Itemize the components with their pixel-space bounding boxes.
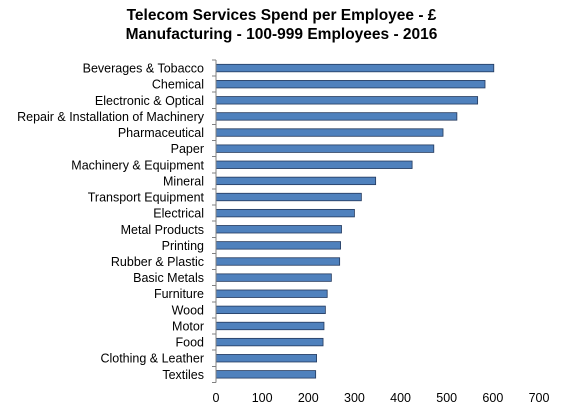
- bar: [215, 112, 458, 121]
- category-label: Furniture: [154, 287, 204, 301]
- x-tick-label: 300: [344, 391, 365, 405]
- x-tick-label: 400: [390, 391, 411, 405]
- bar: [215, 273, 332, 282]
- category-label: Transport Equipment: [88, 191, 205, 205]
- bar: [215, 257, 341, 266]
- bar: [215, 225, 342, 234]
- category-label: Paper: [171, 142, 204, 156]
- x-tick-label: 600: [482, 391, 503, 405]
- bar: [215, 176, 377, 186]
- category-label: Pharmaceutical: [118, 126, 204, 140]
- bar: [215, 289, 328, 298]
- chart-title-line-1: Telecom Services Spend per Employee - £: [126, 7, 437, 24]
- bar: [215, 63, 495, 73]
- bar: [215, 305, 326, 315]
- bar: [215, 160, 413, 169]
- category-label: Electronic & Optical: [95, 94, 204, 108]
- category-label: Clothing & Leather: [100, 352, 204, 366]
- chart-title: Telecom Services Spend per Employee - £ …: [0, 6, 563, 44]
- category-label: Motor: [172, 319, 204, 333]
- x-tick-label: 700: [529, 391, 550, 405]
- bar: [215, 128, 444, 137]
- x-tick-labels: 0 100 200 300 400 500 600 700: [213, 391, 550, 405]
- chart-title-line-2: Manufacturing - 100-999 Employees - 2016: [125, 26, 438, 43]
- bar: [215, 192, 362, 202]
- category-label: Chemical: [152, 78, 204, 92]
- bar: [215, 370, 317, 379]
- x-tick-label: 200: [298, 391, 319, 405]
- x-tick-label: 100: [252, 391, 273, 405]
- category-labels: Beverages & Tobacco Chemical Electronic & …: [17, 62, 205, 382]
- bar: [215, 80, 486, 89]
- bar: [215, 144, 435, 153]
- category-label: Basic Metals: [133, 271, 204, 285]
- category-label: Printing: [162, 239, 204, 253]
- bar: [215, 241, 341, 250]
- bar: [215, 321, 325, 331]
- category-label: Wood: [172, 303, 204, 317]
- bar: [215, 337, 324, 347]
- bars-layer: [215, 63, 495, 379]
- category-label: Textiles: [162, 368, 204, 382]
- axes: [212, 59, 217, 383]
- category-label: Mineral: [163, 174, 204, 188]
- category-label: Food: [176, 336, 205, 350]
- category-label: Metal Products: [121, 223, 204, 237]
- bar: [215, 208, 355, 218]
- category-label: Beverages & Tobacco: [83, 62, 204, 76]
- bar: [215, 354, 317, 363]
- x-tick-label: 0: [213, 391, 220, 405]
- category-label: Machinery & Equipment: [71, 158, 204, 172]
- category-label: Electrical: [153, 207, 204, 221]
- category-label: Rubber & Plastic: [111, 255, 204, 269]
- category-label: Repair & Installation of Machinery: [17, 110, 205, 124]
- bar: [215, 96, 479, 105]
- x-tick-label: 500: [436, 391, 457, 405]
